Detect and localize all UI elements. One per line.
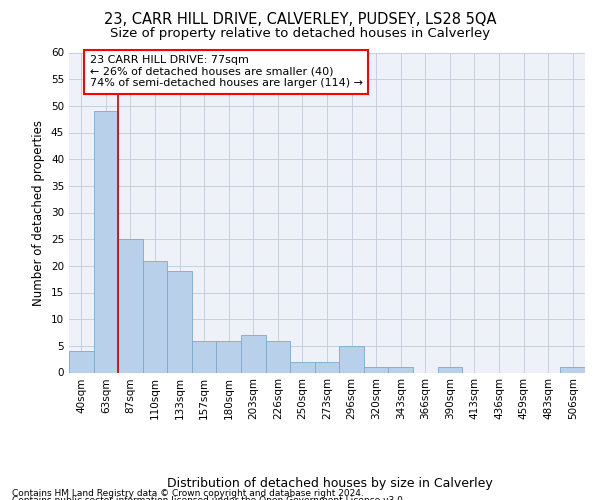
- Bar: [388, 367, 413, 372]
- Bar: [315, 362, 339, 372]
- Text: Contains public sector information licensed under the Open Government Licence v3: Contains public sector information licen…: [12, 496, 406, 500]
- Bar: [167, 271, 192, 372]
- Bar: [69, 351, 94, 372]
- Bar: [217, 340, 241, 372]
- Text: Size of property relative to detached houses in Calverley: Size of property relative to detached ho…: [110, 28, 490, 40]
- Text: 23 CARR HILL DRIVE: 77sqm
← 26% of detached houses are smaller (40)
74% of semi-: 23 CARR HILL DRIVE: 77sqm ← 26% of detac…: [90, 55, 363, 88]
- Bar: [560, 367, 585, 372]
- Text: 23, CARR HILL DRIVE, CALVERLEY, PUDSEY, LS28 5QA: 23, CARR HILL DRIVE, CALVERLEY, PUDSEY, …: [104, 12, 496, 28]
- Bar: [192, 340, 217, 372]
- Bar: [266, 340, 290, 372]
- Text: Contains HM Land Registry data © Crown copyright and database right 2024.: Contains HM Land Registry data © Crown c…: [12, 488, 364, 498]
- Y-axis label: Number of detached properties: Number of detached properties: [32, 120, 46, 306]
- Bar: [364, 367, 388, 372]
- Bar: [118, 239, 143, 372]
- Bar: [339, 346, 364, 372]
- Text: Distribution of detached houses by size in Calverley: Distribution of detached houses by size …: [167, 477, 493, 490]
- Bar: [241, 335, 266, 372]
- Bar: [94, 111, 118, 372]
- Bar: [143, 260, 167, 372]
- Bar: [290, 362, 315, 372]
- Bar: [437, 367, 462, 372]
